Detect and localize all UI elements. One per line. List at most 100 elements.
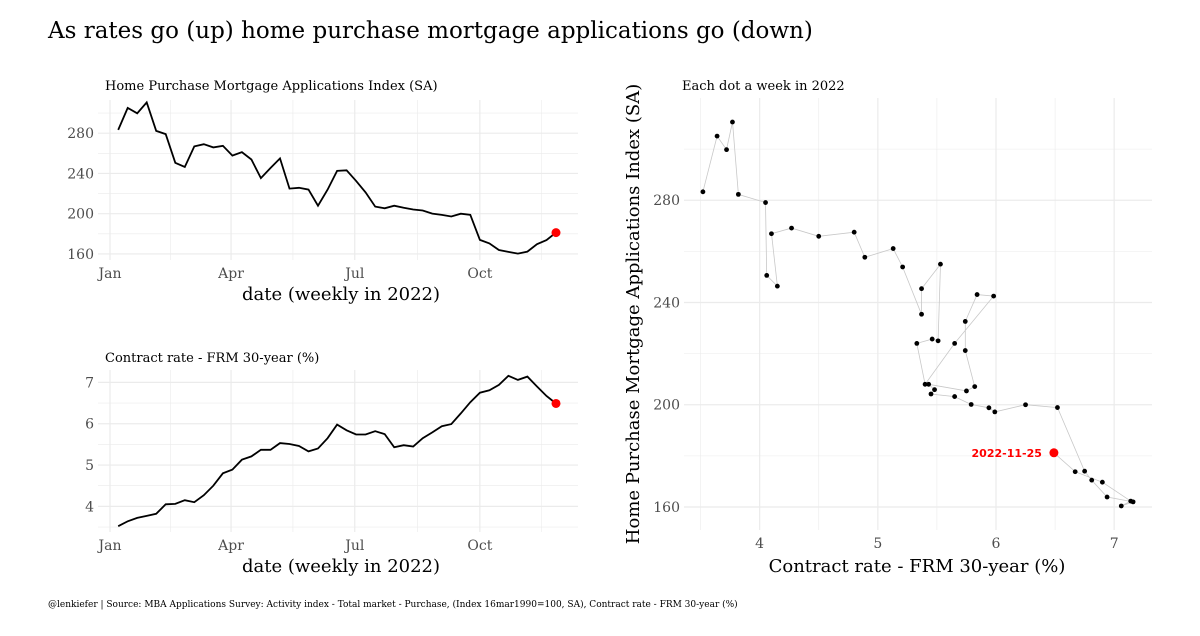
week-point: [735, 191, 741, 197]
scatter-connector-path: [702, 121, 1135, 507]
y-tick-label: 240: [653, 295, 680, 311]
week-point: [992, 409, 998, 415]
week-point: [730, 119, 735, 125]
y-tick-label: 160: [67, 247, 94, 263]
week-point: [938, 261, 943, 267]
y-tick-label: 200: [67, 207, 94, 223]
week-point: [900, 264, 906, 270]
x-tick-label: Jul: [343, 538, 365, 554]
week-point: [952, 340, 958, 346]
week-point: [926, 381, 932, 387]
week-point: [700, 189, 706, 195]
scatter-y-axis-label: Home Purchase Mortgage Applications Inde…: [623, 84, 644, 544]
apps-series-line: [117, 100, 557, 255]
week-point: [986, 405, 992, 411]
x-tick-label: Apr: [217, 266, 244, 282]
rate-panel-title: Contract rate - FRM 30-year (%): [105, 351, 319, 366]
main-title: As rates go (up) home purchase mortgage …: [48, 18, 813, 44]
rate-grid: [98, 370, 578, 532]
week-point: [890, 246, 896, 251]
y-tick-label: 160: [653, 500, 680, 516]
source-caption: @lenkiefer | Source: MBA Applications Su…: [48, 600, 738, 610]
week-point: [1104, 494, 1110, 500]
x-tick-label: Oct: [467, 266, 492, 282]
scatter-annotation-label: 2022-11-25: [972, 447, 1042, 460]
week-point: [935, 338, 941, 344]
week-point: [1082, 468, 1088, 474]
week-point: [962, 348, 968, 353]
scatter-panel-title: Each dot a week in 2022: [682, 79, 845, 94]
scatter-x-ticks: 4 5 6 7: [755, 536, 1118, 552]
week-point: [851, 229, 857, 235]
x-tick-label: 6: [992, 536, 1001, 552]
y-tick-label: 240: [67, 166, 94, 182]
week-point: [714, 133, 720, 139]
week-point: [789, 225, 794, 231]
apps-line-panel: Home Purchase Mortgage Applications Inde…: [67, 79, 578, 305]
latest-point: [551, 228, 561, 238]
scatter-panel: Each dot a week in 2022 160 200 240 280 4 5 6…: [623, 79, 1152, 577]
week-point: [1089, 477, 1095, 483]
y-tick-label: 280: [67, 126, 94, 142]
x-tick-label: 5: [873, 536, 882, 552]
rate-x-ticks: Jan Apr Jul Oct: [97, 538, 493, 554]
week-point: [1128, 498, 1134, 504]
week-point: [964, 388, 969, 394]
rate-x-axis-label: date (weekly in 2022): [242, 556, 440, 577]
week-point: [1072, 469, 1078, 475]
latest-point: [551, 398, 561, 408]
apps-panel-title: Home Purchase Mortgage Applications Inde…: [105, 79, 438, 94]
week-point: [862, 254, 868, 260]
rate-series-line: [117, 374, 557, 527]
apps-x-ticks: Jan Apr Jul Oct: [97, 266, 493, 282]
x-tick-label: 7: [1110, 536, 1119, 552]
week-point: [968, 402, 974, 407]
latest-point: [1049, 448, 1059, 458]
y-tick-label: 6: [85, 417, 94, 433]
y-tick-label: 7: [85, 375, 94, 391]
week-point: [952, 394, 958, 399]
y-tick-label: 200: [653, 398, 680, 414]
week-point: [774, 283, 780, 289]
week-point: [816, 233, 822, 239]
week-point: [763, 200, 768, 205]
week-point: [1099, 479, 1105, 485]
scatter-x-axis-label: Contract rate - FRM 30-year (%): [769, 556, 1066, 577]
week-point: [1118, 503, 1124, 509]
x-tick-label: 4: [755, 536, 764, 552]
rate-y-ticks: 4 5 6 7: [85, 375, 94, 515]
x-tick-label: Jan: [97, 538, 122, 554]
apps-grid: [98, 100, 578, 260]
week-point: [764, 273, 770, 278]
week-point: [991, 293, 997, 299]
week-point: [914, 340, 920, 346]
week-point: [1023, 402, 1028, 408]
week-point: [928, 391, 934, 397]
y-tick-label: 4: [85, 499, 94, 515]
week-point: [929, 336, 935, 342]
apps-series-points: [551, 228, 561, 238]
week-point: [932, 387, 937, 393]
rate-line-panel: Contract rate - FRM 30-year (%) 4 5 6 7 Jan…: [85, 351, 578, 577]
week-point: [724, 147, 729, 153]
rate-series-points: [551, 398, 561, 408]
week-point: [962, 319, 968, 324]
scatter-grid: [684, 98, 1152, 530]
scatter-points: [700, 119, 1136, 509]
week-point: [919, 311, 924, 317]
week-point: [769, 231, 774, 237]
week-point: [919, 286, 924, 292]
y-tick-label: 280: [653, 193, 680, 209]
x-tick-label: Jan: [97, 266, 122, 282]
x-tick-label: Oct: [467, 538, 492, 554]
apps-x-axis-label: date (weekly in 2022): [242, 284, 440, 305]
week-point: [922, 381, 928, 387]
y-tick-label: 5: [85, 458, 94, 474]
week-point: [1055, 405, 1060, 410]
apps-y-ticks: 160 200 240 280: [67, 126, 94, 263]
x-tick-label: Jul: [343, 266, 365, 282]
x-tick-label: Apr: [217, 538, 244, 554]
week-point: [974, 292, 980, 297]
week-point: [972, 384, 978, 389]
